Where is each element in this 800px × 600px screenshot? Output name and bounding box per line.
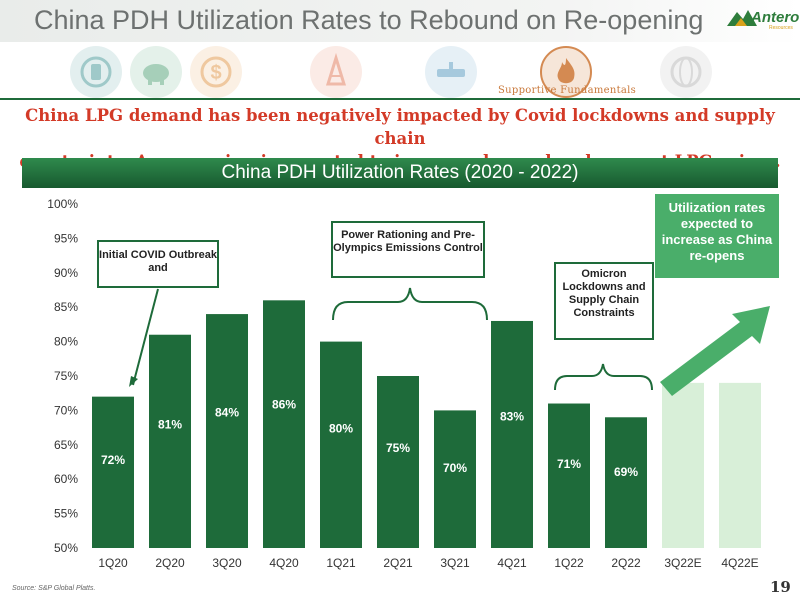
bar-value-label: 86% — [272, 397, 296, 411]
mountain-logo-icon — [727, 10, 757, 26]
utilization-bar-chart: 50% 55% 60% 65% 70% 75% 80% 85% 90% 95% 100% 72% 1Q2… — [47, 197, 770, 570]
flame-icon — [540, 46, 592, 98]
fundamentals-icon-row: $ — [0, 42, 800, 98]
power-callout-text: Power Rationing and Pre-Olympics Emissio… — [333, 229, 483, 254]
bar-4Q20 — [263, 300, 305, 548]
x-tick-label: 1Q21 — [326, 556, 356, 570]
bar-1Q21 — [320, 341, 362, 548]
x-tick-label: 1Q22 — [554, 556, 584, 570]
x-tick-label: 3Q20 — [212, 556, 242, 570]
page-title: China PDH Utilization Rates to Rebound o… — [34, 5, 704, 35]
power-callout: Power Rationing and Pre-Olympics Emissio… — [331, 221, 485, 278]
bar-value-label: 81% — [158, 417, 182, 431]
x-tick-label: 4Q20 — [269, 556, 299, 570]
y-tick-label: 50% — [54, 541, 78, 555]
bar-2Q22 — [605, 417, 647, 548]
covid-pointer-arrowhead — [129, 376, 138, 387]
estimate-bar-4Q22E — [719, 382, 761, 548]
title-band — [0, 0, 800, 42]
globe-icon — [660, 46, 712, 98]
bar-4Q21 — [491, 320, 533, 548]
bar-value-label: 70% — [443, 461, 467, 475]
chart-title-banner: China PDH Utilization Rates (2020 - 2022… — [22, 158, 778, 188]
bar-value-label: 80% — [329, 421, 353, 435]
covid-callout: Initial COVID Outbreak and — [97, 240, 219, 288]
y-tick-label: 95% — [54, 231, 78, 245]
omicron-callout: Omicron Lockdowns and Supply Chain Const… — [554, 262, 654, 340]
y-tick-label: 90% — [54, 266, 78, 280]
bar-value-label: 69% — [614, 465, 638, 479]
reopen-callout: Utilization rates expected to increase a… — [655, 194, 779, 278]
svg-text:$: $ — [210, 62, 221, 84]
bar-2Q20 — [149, 334, 191, 548]
page-number: 19 — [770, 578, 791, 596]
x-tick-label: 1Q20 — [98, 556, 128, 570]
bar-value-label: 83% — [500, 409, 524, 423]
covid-pointer-arrow — [132, 288, 159, 386]
oil-rig-icon — [310, 46, 362, 98]
y-tick-label: 75% — [54, 369, 78, 383]
power-brace — [332, 287, 488, 321]
bar-value-label: 71% — [557, 457, 581, 471]
x-tick-label: 2Q20 — [155, 556, 185, 570]
subtitle-line-1: China LPG demand has been negatively imp… — [25, 106, 775, 148]
power-icon — [70, 46, 122, 98]
bar-value-label: 75% — [386, 441, 410, 455]
y-tick-label: 85% — [54, 300, 78, 314]
x-tick-label: 2Q21 — [383, 556, 413, 570]
x-tick-label: 2Q22 — [611, 556, 641, 570]
source-note: Source: S&P Global Platts. — [12, 585, 96, 592]
company-logo: Antero Resources — [727, 6, 799, 36]
pipeline-icon — [425, 46, 477, 98]
bar-3Q20 — [206, 314, 248, 548]
covid-callout-text: Initial COVID Outbreak and — [99, 249, 217, 274]
x-tick-label: 3Q21 — [440, 556, 470, 570]
bar-2Q21 — [377, 376, 419, 548]
y-tick-label: 100% — [47, 197, 78, 211]
x-tick-label: 3Q22E — [664, 556, 701, 570]
omicron-brace — [554, 363, 653, 391]
x-tick-label: 4Q22E — [721, 556, 758, 570]
bar-3Q21 — [434, 410, 476, 548]
y-tick-label: 55% — [54, 507, 78, 521]
logo-text: Antero — [751, 9, 800, 26]
chart-title: China PDH Utilization Rates (2020 - 2022… — [221, 162, 579, 183]
y-tick-label: 65% — [54, 438, 78, 452]
bar-1Q22 — [548, 403, 590, 548]
y-tick-label: 70% — [54, 403, 78, 417]
estimate-bar-3Q22E — [662, 382, 704, 548]
logo-subtext: Resources — [769, 25, 793, 31]
y-tick-label: 80% — [54, 335, 78, 349]
piggy-bank-icon — [130, 46, 182, 98]
omicron-callout-text: Omicron Lockdowns and Supply Chain Const… — [562, 268, 646, 319]
y-tick-label: 60% — [54, 472, 78, 486]
reopen-up-arrow — [660, 306, 770, 396]
bar-1Q20 — [92, 396, 134, 548]
reopen-callout-text: Utilization rates expected to increase a… — [661, 200, 773, 263]
bar-value-label: 72% — [101, 453, 125, 467]
icon-caption: Supportive Fundamentals — [498, 85, 637, 96]
dollar-icon: $ — [190, 46, 242, 98]
divider-line — [0, 98, 800, 100]
x-tick-label: 4Q21 — [497, 556, 527, 570]
bar-value-label: 84% — [215, 405, 239, 419]
